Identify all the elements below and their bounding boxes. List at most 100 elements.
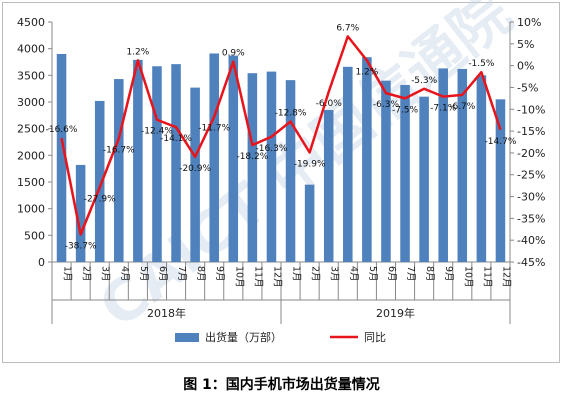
right-tick-label: -30% [517,191,545,204]
right-tick-label: -10% [517,103,545,116]
left-tick-label: 3500 [17,69,45,82]
data-label: -11.7% [198,124,230,134]
x-tick-label: 6月 [157,266,168,282]
left-tick-label: 2000 [17,149,45,162]
bar [381,80,391,263]
data-label: -7.5% [392,105,419,115]
data-label: -16.6% [46,125,78,135]
bar [419,96,429,263]
data-label: -14.1% [160,134,192,144]
bar [343,66,353,262]
legend: 出货量（万部） 同比 [175,330,386,344]
data-label: -18.2% [236,152,268,162]
bar [323,110,334,262]
right-tick-label: -45% [517,256,545,269]
axes: 0 500 1000 1500 2000 2500 3000 3500 4000 4500 10% 5… [17,16,545,324]
x-tick-label: 10月 [462,266,473,288]
legend-label-bar: 出货量（万部） [205,330,282,344]
data-label: 0.9% [222,49,245,59]
x-tick-label: 5月 [367,266,378,282]
data-label: -1.5% [468,59,495,69]
data-label: -27.9% [84,194,116,204]
x-tick-label: 12月 [500,266,511,288]
x-tick-label: 7月 [176,266,187,282]
bar [304,184,315,262]
bar [247,73,258,262]
x-tick-label: 7月 [405,266,416,282]
x-tick-label: 4月 [119,266,130,282]
line-series [60,35,502,236]
year-group-label: 2019年 [376,306,415,320]
yoy-line [60,35,502,236]
bar [495,99,506,262]
x-tick-label: 3月 [100,266,111,282]
right-tick-label: -40% [517,234,545,247]
bar [114,79,124,262]
chart-frame [2,2,560,363]
data-label: -16.3% [256,144,288,154]
x-tick-label: 1月 [291,266,302,282]
bar [400,84,410,262]
legend-swatch-bar [175,333,199,342]
data-label: 6.7% [336,23,359,33]
year-group-label: 2018年 [147,306,186,320]
data-labels: -16.6% -38.7% -27.9% -16.7% 1.2% -12.4%-14.1%… [46,23,517,251]
right-tick-label: 0% [517,60,534,73]
x-tick-label: 9月 [214,266,225,282]
x-tick-label: 6月 [386,266,397,282]
bar [56,54,67,262]
data-label: -16.7% [103,146,135,156]
left-tick-label: 4000 [17,43,45,56]
bar [285,80,296,262]
right-tick-label: -35% [517,212,545,225]
bar [266,71,277,262]
bar-series [56,53,506,263]
right-tick-label: -20% [517,147,545,160]
bar [209,53,219,262]
shipment-chart: CAICT 中国信通院 0500100015002000250030003500… [17,0,545,344]
left-tick-label: 500 [24,229,45,242]
bar [171,64,181,262]
right-tick-label: -15% [517,125,545,138]
left-tick-label: 2500 [17,123,45,136]
bar [228,55,239,262]
x-tick-label: 9月 [443,266,454,282]
right-tick-label: 5% [517,38,534,51]
data-label: -6.0% [316,99,343,109]
x-tick-label: 4月 [348,266,359,282]
left-tick-label: 1000 [17,203,45,216]
x-tick-label: 12月 [271,266,282,288]
bar [152,66,162,263]
x-tick-label: 8月 [424,266,435,282]
x-tick-label: 11月 [252,266,263,288]
x-tick-label: 5月 [138,266,149,282]
data-label: -12.8% [275,108,307,118]
data-label: -12.4% [141,127,173,137]
x-tick-label: 10月 [233,266,244,288]
x-tick-label: 11月 [481,266,492,288]
data-label: -19.9% [294,159,326,169]
data-label: 1.2% [355,67,378,77]
left-tick-label: 0 [38,256,45,269]
bar [133,59,143,262]
legend-label-line: 同比 [364,331,386,344]
bar [190,87,200,262]
x-tick-label: 2月 [81,266,92,282]
x-tick-label: 8月 [195,266,206,282]
figure-caption: 图 1：国内手机市场出货量情况 [183,377,380,393]
bar [362,57,372,263]
left-tick-label: 4500 [17,16,45,29]
left-tick-label: 1500 [17,176,45,189]
right-tick-label: -5% [517,81,538,94]
data-label: 1.2% [126,47,149,57]
right-tick-label: 10% [517,16,541,29]
bar [457,68,468,262]
left-tick-label: 3000 [17,96,45,109]
data-label: -38.7% [65,242,97,252]
data-label: -7.1% [430,104,457,114]
data-label: -14.7% [485,137,517,147]
x-tick-label: 3月 [329,266,340,282]
right-tick-label: -25% [517,169,545,182]
data-label: -6.7% [449,102,476,112]
bar [94,100,105,262]
